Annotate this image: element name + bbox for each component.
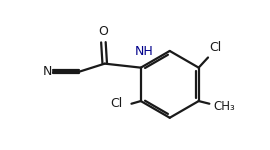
Text: Cl: Cl [209, 41, 222, 54]
Text: NH: NH [135, 45, 154, 58]
Text: CH₃: CH₃ [213, 100, 235, 113]
Text: N: N [43, 65, 52, 78]
Text: Cl: Cl [110, 97, 122, 110]
Text: O: O [99, 25, 108, 38]
